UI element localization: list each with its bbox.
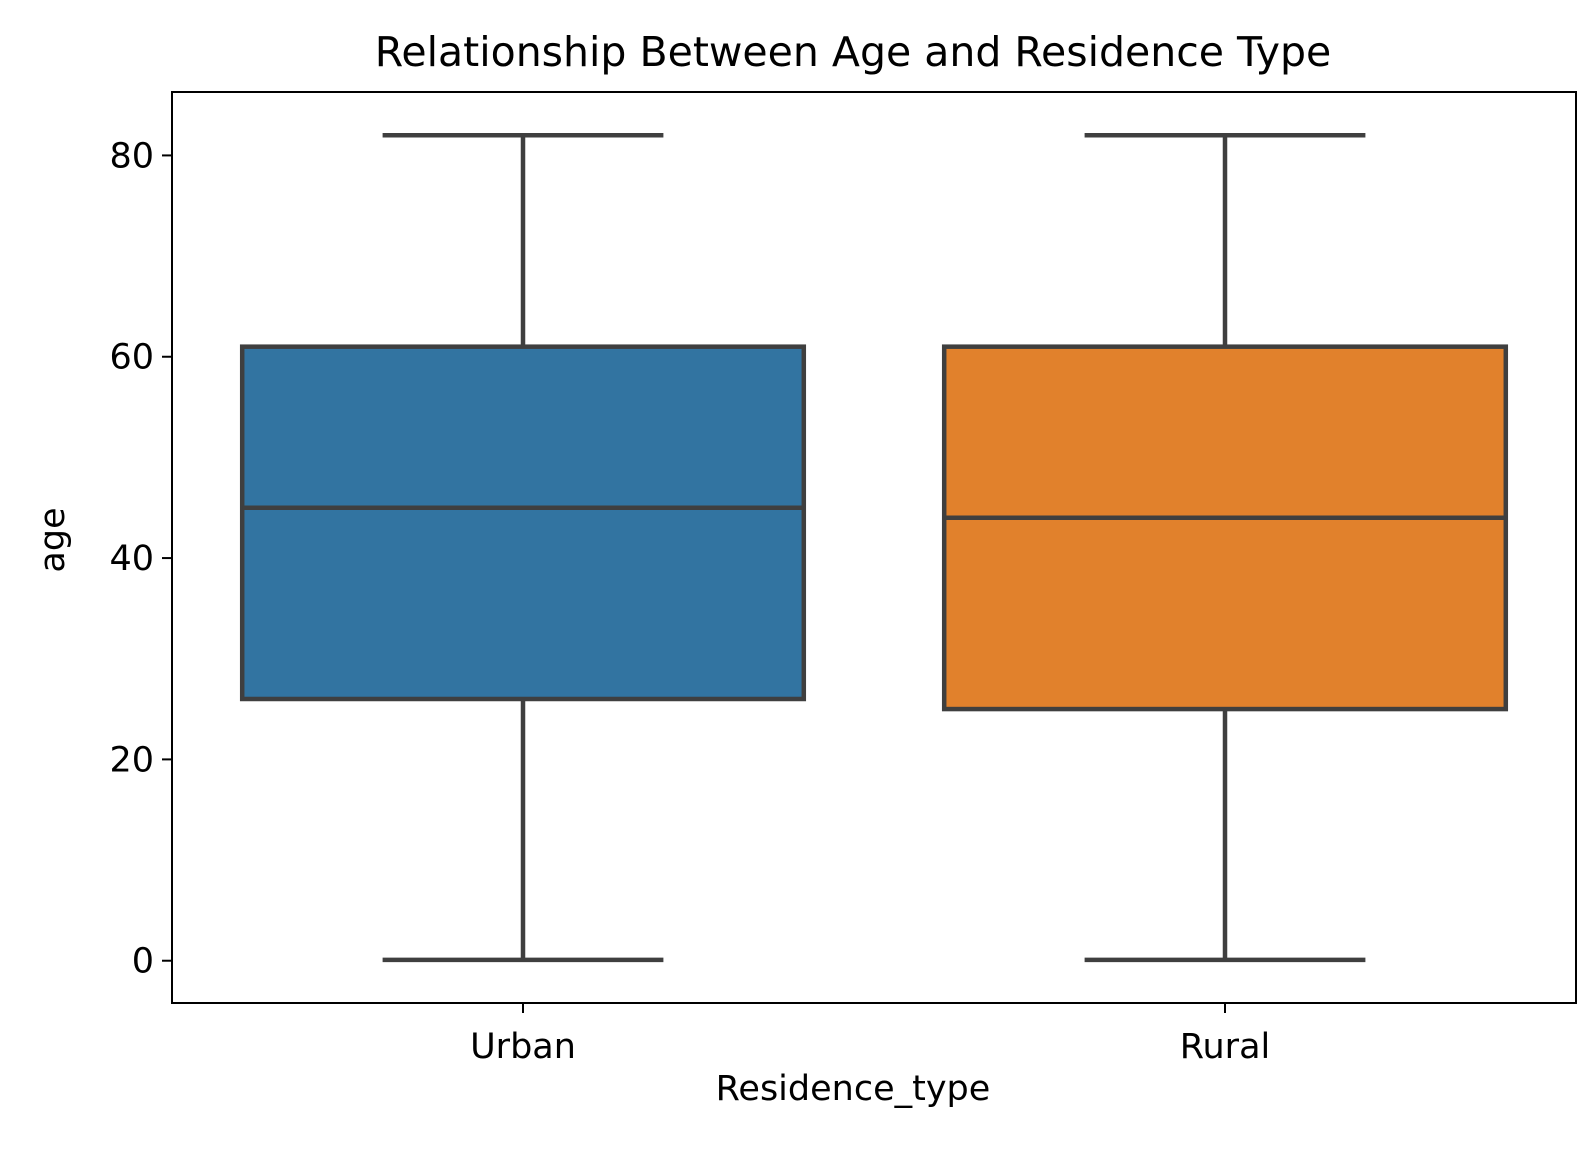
iqr-box-rural <box>941 344 1509 712</box>
iqr-box-urban <box>239 344 807 702</box>
axes: 0 20 40 60 80 Urban Rural <box>109 91 1577 1067</box>
y-tick-label-80: 80 <box>109 136 154 176</box>
x-tick-label-urban: Urban <box>470 1027 576 1067</box>
axes-frame <box>171 91 1577 1004</box>
y-axis-title: age <box>33 507 73 572</box>
plot-area <box>239 133 1509 963</box>
y-tick-label-40: 40 <box>109 539 154 579</box>
box-rural <box>941 133 1509 963</box>
chart-title: Relationship Between Age and Residence T… <box>375 28 1331 76</box>
box-urban <box>239 133 807 963</box>
y-tick-label-20: 20 <box>109 740 154 780</box>
y-tick-label-60: 60 <box>109 338 154 378</box>
y-tick-label-0: 0 <box>132 942 154 982</box>
x-axis-title: Residence_type <box>716 1069 991 1109</box>
x-tick-label-rural: Rural <box>1180 1027 1271 1067</box>
